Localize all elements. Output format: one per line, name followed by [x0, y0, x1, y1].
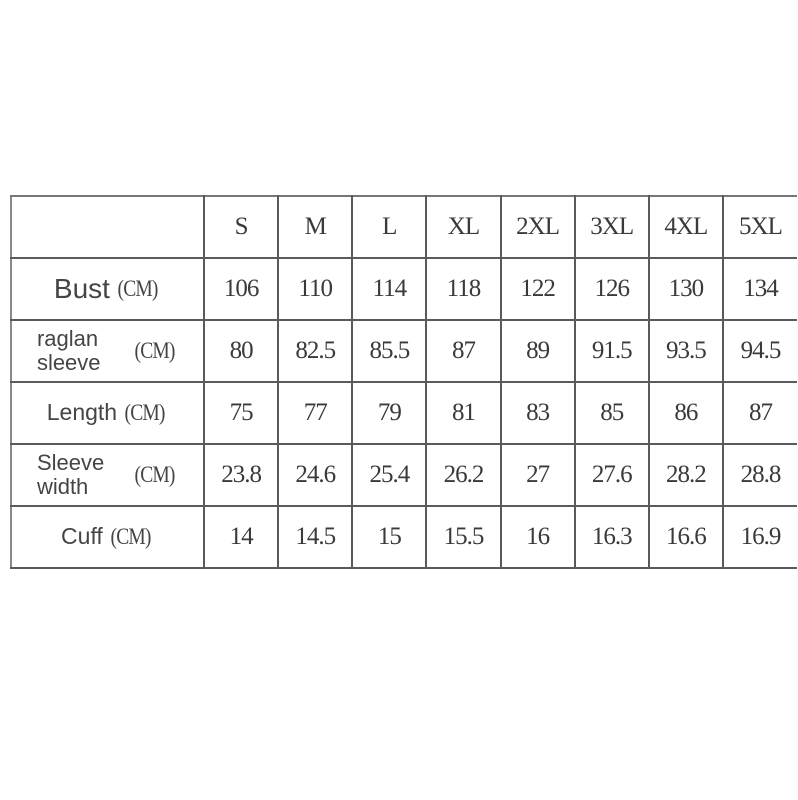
value-cell: 87 — [425, 319, 502, 383]
measurement-name: raglan sleeve — [36, 325, 101, 375]
row-label-content: Bust (CM) — [12, 272, 203, 305]
value-cell: 15.5 — [425, 505, 502, 569]
row-label-content: Length (CM) — [12, 400, 203, 426]
row-label-content: Sleeve width (CM) — [12, 449, 203, 499]
value-cell: 82.5 — [277, 319, 354, 383]
value-cell: 28.2 — [647, 443, 724, 507]
value-cell: 83 — [499, 381, 576, 445]
value-cell: 81 — [425, 381, 502, 445]
row-label-content: raglan sleeve (CM) — [12, 325, 203, 375]
table-row: Sleeve width (CM) 23.8 24.6 25.4 26.2 27 27.6… — [10, 443, 797, 507]
value-cell: 114 — [351, 257, 428, 321]
value-cell: 16.9 — [721, 505, 797, 569]
value-cell: 94.5 — [721, 319, 797, 383]
measurement-unit: (CM) — [134, 462, 175, 487]
value-cell: 77 — [277, 381, 354, 445]
value-cell: 85.5 — [351, 319, 428, 383]
size-header: S — [202, 195, 280, 259]
size-header: XL — [425, 195, 502, 259]
value-cell: 93.5 — [647, 319, 724, 383]
value-cell: 15 — [351, 505, 428, 569]
corner-cell — [10, 195, 205, 259]
value-cell: 86 — [647, 381, 724, 445]
value-cell: 16 — [499, 505, 576, 569]
value-cell: 79 — [351, 381, 428, 445]
size-header: 4XL — [647, 195, 724, 259]
table-row: Bust (CM) 106 110 114 118 122 126 130 134 — [10, 257, 797, 321]
value-cell: 23.8 — [202, 443, 280, 507]
measurement-unit: (CM) — [134, 338, 175, 363]
row-label: Bust (CM) — [10, 257, 205, 321]
measurement-unit: (CM) — [117, 275, 158, 301]
size-header: 5XL — [721, 195, 797, 259]
measurement-name: Sleeve width — [36, 449, 105, 499]
value-cell: 110 — [277, 257, 354, 321]
measurement-unit: (CM) — [124, 400, 166, 425]
value-cell: 89 — [499, 319, 576, 383]
value-cell: 118 — [425, 257, 502, 321]
value-cell: 27 — [499, 443, 576, 507]
value-cell: 75 — [202, 381, 280, 445]
value-cell: 28.8 — [721, 443, 797, 507]
value-cell: 85 — [573, 381, 650, 445]
size-header: 2XL — [499, 195, 576, 259]
row-label: Length (CM) — [10, 381, 205, 445]
size-header: L — [351, 195, 428, 259]
table-row: raglan sleeve (CM) 80 82.5 85.5 87 89 91.5 93.… — [10, 319, 797, 383]
value-cell: 126 — [573, 257, 650, 321]
value-cell: 122 — [499, 257, 576, 321]
header-row: S M L XL 2XL 3XL 4XL 5XL — [10, 195, 797, 259]
size-header: 3XL — [573, 195, 650, 259]
row-label: Sleeve width (CM) — [10, 443, 205, 507]
row-label: raglan sleeve (CM) — [10, 319, 205, 383]
value-cell: 16.3 — [573, 505, 650, 569]
measurement-name: Bust — [53, 272, 110, 304]
value-cell: 91.5 — [573, 319, 650, 383]
size-chart-table: S M L XL 2XL 3XL 4XL 5XL Bust (CM) 106 11… — [10, 195, 797, 569]
value-cell: 87 — [721, 381, 797, 445]
row-label-content: Cuff (CM) — [12, 524, 203, 550]
value-cell: 134 — [721, 257, 797, 321]
table-row: Cuff (CM) 14 14.5 15 15.5 16 16.3 16.6 16.9 — [10, 505, 797, 569]
value-cell: 106 — [202, 257, 280, 321]
measurement-unit: (CM) — [110, 524, 151, 549]
value-cell: 26.2 — [425, 443, 502, 507]
value-cell: 130 — [647, 257, 724, 321]
measurement-name: Cuff — [61, 523, 103, 550]
measurement-name: Length — [46, 399, 118, 426]
value-cell: 25.4 — [351, 443, 428, 507]
size-header: M — [277, 195, 354, 259]
value-cell: 16.6 — [647, 505, 724, 569]
row-label: Cuff (CM) — [10, 505, 205, 569]
value-cell: 24.6 — [277, 443, 354, 507]
value-cell: 27.6 — [573, 443, 650, 507]
value-cell: 80 — [202, 319, 280, 383]
value-cell: 14.5 — [277, 505, 354, 569]
table-row: Length (CM) 75 77 79 81 83 85 86 87 — [10, 381, 797, 445]
value-cell: 14 — [202, 505, 280, 569]
